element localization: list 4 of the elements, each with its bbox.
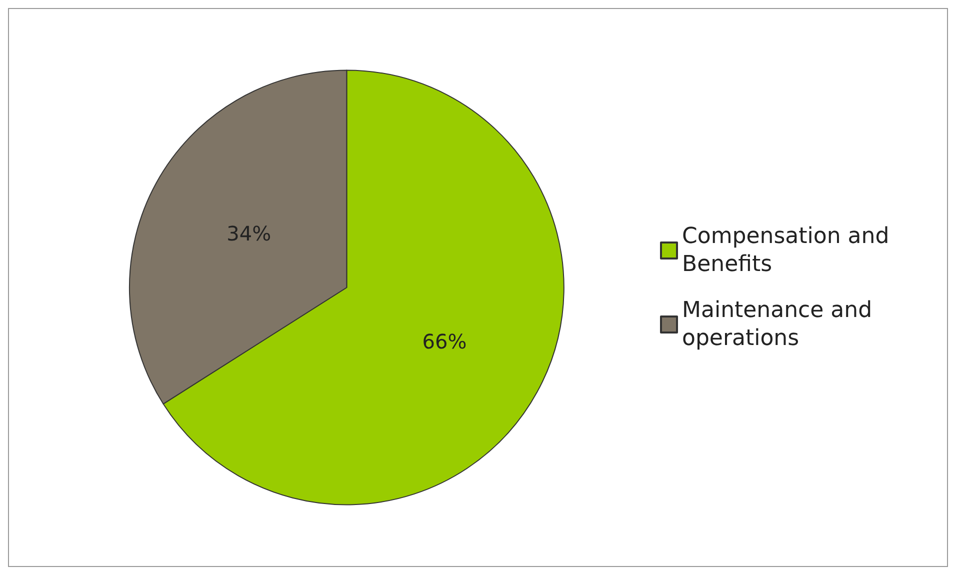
data-label: 34% bbox=[226, 222, 272, 246]
data-label: 66% bbox=[422, 329, 467, 354]
legend-label: Compensation and Benefits bbox=[682, 224, 896, 277]
legend-label: Maintenance and operations bbox=[682, 298, 880, 351]
